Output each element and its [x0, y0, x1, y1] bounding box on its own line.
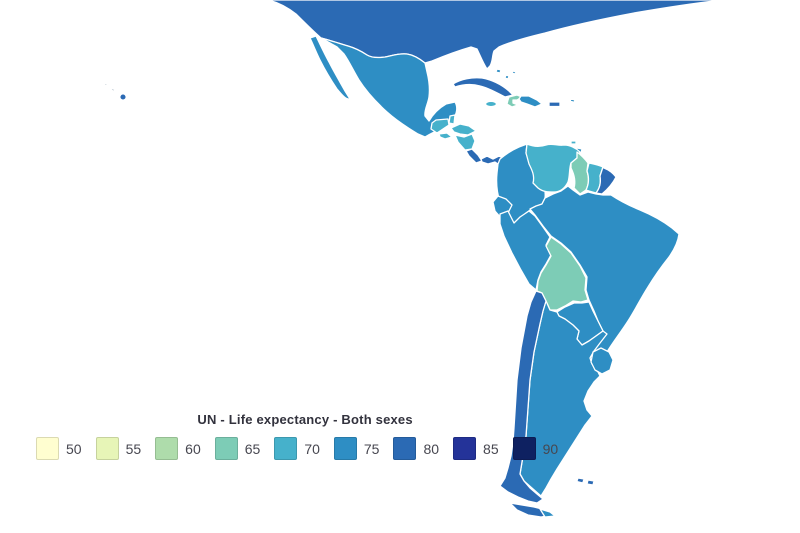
legend-swatch-85[interactable] [453, 437, 477, 460]
legend-stop-label: 80 [423, 440, 440, 457]
country-lesser-antilles[interactable] [569, 98, 576, 103]
country-chile[interactable] [499, 290, 547, 504]
country-belize[interactable] [448, 114, 456, 125]
legend-stop-label: 70 [304, 440, 320, 457]
legend-swatch-65[interactable] [214, 437, 238, 460]
legend-item-85[interactable]: 85 [453, 437, 506, 460]
legend: UN - Life expectancy - Both sexes 50 55 60… [36, 412, 572, 460]
country-costa-rica[interactable] [465, 148, 483, 164]
legend-stop-label: 50 [66, 440, 82, 457]
country-el-salvador[interactable] [438, 132, 453, 140]
legend-swatch-80[interactable] [393, 437, 417, 460]
country-jamaica[interactable] [484, 100, 498, 108]
country-nicaragua[interactable] [454, 133, 476, 151]
country-french-guiana[interactable] [595, 166, 617, 195]
country-falkland-islands[interactable] [576, 477, 595, 486]
legend-swatch-50[interactable] [36, 437, 59, 460]
legend-stop-label: 65 [244, 440, 261, 457]
legend-row: 50 55 60 65 70 75 80 85 90 [36, 437, 572, 460]
country-bahamas[interactable] [495, 68, 517, 80]
legend-item-60[interactable]: 60 [155, 437, 208, 460]
legend-swatch-70[interactable] [274, 437, 298, 460]
pacific-minor-islands[interactable] [103, 82, 116, 93]
country-margarita[interactable] [570, 140, 577, 145]
country-cuba[interactable] [452, 77, 514, 98]
legend-stop-label: 75 [363, 440, 380, 457]
legend-item-55[interactable]: 55 [95, 437, 149, 460]
country-hawaii[interactable] [119, 93, 127, 101]
legend-item-70[interactable]: 70 [274, 437, 327, 460]
country-bolivia[interactable] [536, 236, 589, 311]
legend-item-65[interactable]: 65 [214, 437, 268, 460]
country-tierra-del-fuego-argentina[interactable] [539, 508, 556, 518]
country-puerto-rico[interactable] [548, 101, 561, 108]
legend-stop-label: 60 [185, 440, 201, 457]
country-honduras[interactable] [450, 123, 477, 136]
legend-title: UN - Life expectancy - Both sexes [197, 412, 413, 427]
country-venezuela[interactable] [525, 143, 581, 193]
country-guatemala[interactable] [430, 118, 450, 134]
legend-item-80[interactable]: 80 [393, 437, 446, 460]
legend-item-90[interactable]: 90 [512, 437, 566, 460]
legend-item-75[interactable]: 75 [333, 437, 387, 460]
country-usa[interactable] [267, 0, 724, 70]
country-dominican-republic[interactable] [518, 95, 543, 108]
country-uruguay[interactable] [590, 347, 614, 375]
country-mexico[interactable] [320, 37, 458, 138]
legend-swatch-60[interactable] [155, 437, 179, 460]
legend-stop-label: 55 [125, 440, 142, 457]
legend-swatch-90[interactable] [512, 437, 536, 460]
country-mexico-baja[interactable] [309, 35, 351, 100]
legend-swatch-75[interactable] [333, 437, 357, 460]
legend-item-50[interactable]: 50 [36, 437, 89, 460]
legend-stop-label: 85 [483, 440, 499, 457]
legend-stop-label: 90 [542, 440, 559, 457]
legend-swatch-55[interactable] [95, 437, 119, 460]
